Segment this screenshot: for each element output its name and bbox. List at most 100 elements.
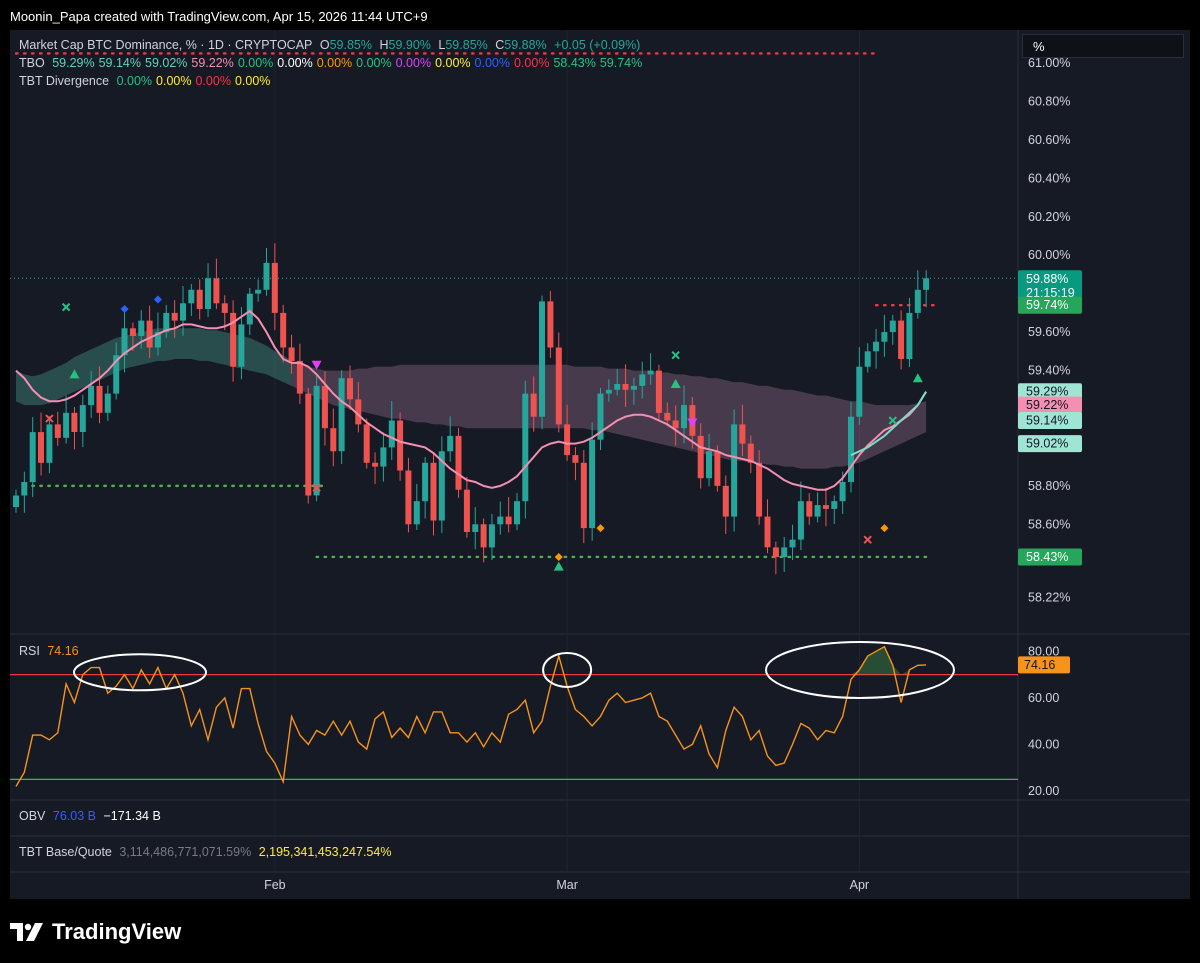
candle-body [797,501,804,540]
candle-body [522,393,529,502]
candle [88,370,95,418]
candle-body [397,420,404,471]
annotation-ellipse[interactable] [765,640,955,699]
annotation-ellipse[interactable] [542,651,593,688]
candle-body [455,435,462,490]
candle-body [756,462,763,517]
signal-diamond-icon [596,524,605,533]
signal-diamond-icon [120,305,129,314]
rsi-name[interactable]: RSI [19,644,40,658]
candle-body [305,393,312,496]
candle-body [539,301,545,417]
candle-body [21,482,28,496]
candle [263,247,270,296]
signal-x-icon [888,416,897,425]
candle-body [505,516,512,525]
brand-name: TradingView [52,919,182,944]
time-axis-label: Apr [850,878,869,892]
candle-body [188,289,195,304]
divergence-name[interactable]: TBT Divergence [19,74,110,88]
divergence-legend[interactable]: TBT Divergence 0.00% 0.00% 0.00% 0.00% [19,74,274,88]
candle-body [806,501,813,517]
cloud-band-bullish [16,328,292,406]
signal-x-stroke [45,414,54,423]
candle-body [622,384,629,390]
annotation-ellipse[interactable] [73,653,207,692]
candle-body [580,462,587,529]
candle-body [722,485,729,517]
candle-body [113,355,120,394]
chart-canvas[interactable]: 61.00% 60.80% 60.60% 60.40% 60.20% 60.00% 59.6… [10,30,1190,899]
candle [772,541,779,575]
low-label: L [438,38,446,52]
price-tick-label: 59.40% [1028,364,1070,378]
price-tick-label: 60.60% [1028,133,1070,147]
base-quote-legend[interactable]: TBT Base/Quote 3,114,486,771,071.59% 2,1… [19,845,395,859]
tbo-name[interactable]: TBO [19,56,45,70]
rsi-legend[interactable]: RSI 74.16 [19,644,83,658]
candle [822,487,829,527]
candle-body [246,293,253,325]
tbo_legend-value: 59.02% [145,56,188,70]
tbo-legend[interactable]: TBO 59.29% 59.14% 59.02% 59.22% 0.00% 0.00% 0.… [19,56,646,70]
candle [572,447,579,481]
divergence_legend-value: 0.00% [116,74,153,88]
candle-body [697,435,704,479]
rsi-badge: 74.16 [1018,656,1070,674]
candle-body [555,347,562,425]
candle [497,501,504,535]
candle [347,365,353,410]
tradingview-brand[interactable]: TradingView [10,918,181,946]
candle-body [572,455,579,463]
candle-body [413,501,420,525]
candle-body [447,435,454,452]
price-badge-bg [1018,396,1082,414]
symbol-name[interactable]: Market Cap BTC Dominance, % · 1D · CRYPT… [19,38,313,52]
candle [129,322,136,351]
candle-body [764,516,771,548]
candle-body [171,312,178,321]
base-quote-value-1: 3,114,486,771,071.59% [119,845,252,859]
chart-credit: Moonin_Papa created with TradingView.com… [10,9,428,24]
scale-mode-button[interactable]: % [1022,34,1184,58]
rsi-tick-label: 20.00 [1028,784,1059,798]
candle-body [739,424,746,444]
candle [547,290,554,358]
candle [505,497,512,533]
candle-body [138,320,145,336]
candle [480,518,487,563]
candle-body [255,289,262,294]
candle-body [296,360,303,394]
tbo_legend-value: 0.00% [356,56,392,70]
candle-body [46,424,53,463]
candle-body [271,262,278,313]
candle [580,450,587,544]
base-quote-name[interactable]: TBT Base/Quote [19,845,112,859]
candle [831,495,838,524]
tbo_legend-value: 0.00% [435,56,471,70]
candle-body [154,332,161,348]
candle [79,394,86,448]
candle [230,300,237,382]
time-axis-label: Feb [264,878,286,892]
change-value: +0.05 (+0.09%) [554,38,641,52]
candle-body [104,393,111,413]
candle-body [163,312,170,333]
time-axis-label: Mar [556,878,578,892]
candle [797,481,804,551]
obv-legend[interactable]: OBV 76.03 B −171.34 B [19,809,165,823]
candle [171,300,178,338]
candle-body [355,399,362,425]
price-badge-bg [1018,270,1082,301]
candle [639,361,646,399]
close-label: C [495,38,505,52]
candle [764,499,771,554]
symbol-legend[interactable]: Market Cap BTC Dominance, % · 1D · CRYPT… [19,38,644,52]
buy-signal-triangle-icon [553,561,564,571]
candle-body [380,447,387,467]
obv-name[interactable]: OBV [19,809,46,823]
candle-body [121,328,128,356]
candle [380,432,387,482]
ema-teal-line [850,391,927,457]
tbo_legend-value: 59.29% [52,56,95,70]
